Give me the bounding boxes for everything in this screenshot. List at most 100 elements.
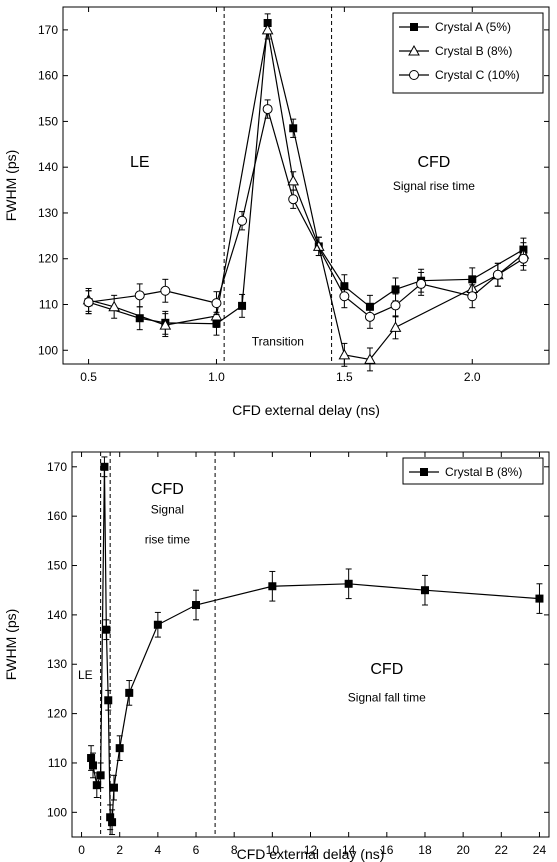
data-point — [339, 291, 350, 302]
data-point — [153, 620, 162, 629]
x-tick-label: 16 — [380, 843, 394, 857]
annotation-label: Signal rise time — [393, 179, 475, 193]
data-point — [518, 253, 529, 264]
legend-entry-label: Crystal A (5%) — [435, 20, 511, 34]
legend-entry-label: Crystal C (10%) — [435, 68, 520, 82]
plot-frame — [71, 451, 550, 838]
legend-entry-label: Crystal B (8%) — [445, 465, 522, 479]
data-point — [211, 298, 222, 309]
x-tick-label: 20 — [456, 843, 470, 857]
y-tick-label: 110 — [48, 756, 67, 770]
annotation-label: Signal — [151, 503, 184, 517]
x-tick-label: 10 — [266, 843, 280, 857]
data-point — [268, 582, 277, 591]
data-point — [420, 586, 429, 595]
y-tick-label: 130 — [47, 657, 67, 671]
data-point — [192, 601, 201, 610]
y-tick-label: 160 — [47, 509, 67, 523]
data-point — [288, 194, 299, 205]
x-axis-label: CFD external delay (ns) — [237, 846, 385, 862]
x-tick-label: 0 — [78, 843, 85, 857]
data-point — [344, 579, 353, 588]
chart-bottom-fwhm-vs-delay: 0 2 4 6 8 10 12 14 16 18 20 22 241001101201301401501… — [3, 451, 550, 862]
legend: Crystal B (8%) — [402, 457, 544, 485]
y-tick-label: 150 — [38, 114, 58, 128]
x-tick-label: 18 — [418, 843, 432, 857]
legend-marker — [409, 70, 419, 80]
legend-marker — [410, 23, 418, 31]
data-point — [102, 625, 111, 634]
annotation-label: CFD — [417, 154, 450, 171]
annotation-label: Transition — [252, 335, 304, 349]
annotation-label: CFD — [151, 481, 184, 498]
data-point — [338, 348, 351, 360]
y-tick-label: 110 — [39, 298, 58, 312]
x-tick-label: 6 — [193, 843, 200, 857]
data-point — [364, 353, 376, 364]
data-point — [287, 174, 300, 186]
legend-marker — [408, 44, 420, 56]
x-tick-label: 12 — [304, 843, 318, 857]
series-crystal-c-10 — [83, 99, 529, 329]
x-tick-label: 14 — [342, 843, 356, 857]
data-point — [92, 781, 101, 790]
series-line — [88, 108, 524, 318]
data-point — [389, 321, 402, 332]
x-tick-label: 24 — [533, 843, 547, 857]
data-point — [210, 309, 223, 321]
data-point — [125, 688, 134, 697]
x-axis-label: CFD external delay (ns) — [232, 402, 380, 418]
data-point — [115, 744, 124, 753]
data-point — [135, 314, 144, 323]
data-point — [100, 462, 109, 471]
data-point — [104, 696, 113, 705]
data-point — [88, 761, 97, 770]
data-point — [492, 269, 503, 280]
x-tick-label: 2.0 — [464, 370, 481, 384]
legend: Crystal A (5%) Crystal B (8%) Crystal C (1… — [392, 12, 544, 94]
x-tick-label: 1.5 — [336, 370, 353, 384]
data-point — [390, 300, 401, 311]
legend-marker — [420, 468, 428, 476]
y-tick-label: 100 — [47, 805, 67, 819]
y-axis-label: FWHM (ps) — [3, 150, 19, 222]
y-tick-label: 150 — [47, 559, 67, 573]
annotation-label: LE — [130, 154, 150, 171]
x-tick-label: 4 — [155, 843, 162, 857]
data-point — [109, 783, 118, 792]
y-tick-label: 130 — [38, 206, 58, 220]
data-point — [134, 290, 145, 301]
data-point — [535, 594, 544, 603]
data-point — [87, 754, 96, 763]
plot-frame — [62, 6, 550, 365]
annotation-label: Signal fall time — [348, 690, 426, 704]
series-line — [90, 466, 540, 823]
data-point — [364, 311, 375, 322]
data-point — [391, 285, 400, 294]
y-tick-label: 100 — [38, 343, 58, 357]
annotation-label: CFD — [370, 661, 403, 678]
data-point — [312, 240, 325, 251]
y-axis-label: FWHM (ps) — [3, 609, 19, 681]
data-point — [262, 104, 273, 115]
y-tick-label: 140 — [38, 160, 58, 174]
data-point — [289, 124, 298, 133]
legend-entry-label: Crystal B (8%) — [435, 44, 512, 58]
data-point — [96, 771, 105, 780]
x-tick-label: 0.5 — [80, 370, 97, 384]
x-tick-label: 2 — [116, 843, 123, 857]
data-point — [83, 297, 94, 308]
y-tick-label: 160 — [38, 69, 58, 83]
data-point — [108, 300, 121, 312]
annotation-label: LE — [78, 668, 93, 682]
x-tick-label: 1.0 — [208, 370, 225, 384]
series-crystal-b-8 — [87, 456, 544, 836]
data-point — [237, 215, 248, 226]
y-tick-label: 140 — [47, 608, 67, 622]
data-point — [159, 319, 172, 330]
data-point — [467, 291, 478, 302]
chart-top-fwhm-vs-delay: 0.5 1.0 1.5 2.0 100 110 120 130 140 150 160 170 CFD … — [3, 6, 550, 418]
y-tick-label: 120 — [47, 707, 67, 721]
y-tick-label: 120 — [38, 252, 58, 266]
